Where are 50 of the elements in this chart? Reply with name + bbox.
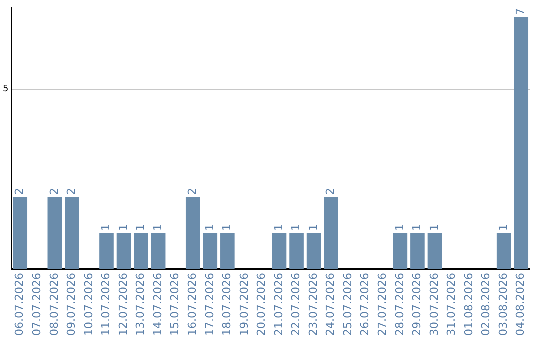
x-tick-label: 26.07.2026 [358, 273, 372, 336]
x-tick-label: 12.07.2026 [116, 273, 130, 336]
y-tick-label: 5 [2, 84, 9, 95]
x-tick-label: 16.07.2026 [186, 273, 199, 336]
x-tick-label: 21.07.2026 [272, 273, 286, 336]
data-label: 1 [134, 224, 148, 232]
x-tick-label: 11.07.2026 [100, 273, 113, 336]
data-label: 1 [393, 224, 406, 232]
x-tick-label: 18.07.2026 [220, 273, 234, 336]
x-tick-label: 19.07.2026 [238, 273, 251, 336]
x-tick-label: 20.07.2026 [255, 273, 268, 336]
data-label: 1 [203, 224, 216, 232]
x-tick-label: 03.08.2026 [496, 273, 510, 336]
data-label: 1 [496, 224, 510, 232]
data-label: 7 [514, 8, 528, 16]
data-label: 2 [13, 188, 26, 196]
data-label: 2 [48, 188, 61, 196]
x-tick-label: 23.07.2026 [306, 273, 320, 336]
data-label: 1 [100, 224, 113, 232]
data-label: 2 [324, 188, 338, 196]
x-tick-label: 31.07.2026 [445, 273, 458, 336]
x-tick-label: 28.07.2026 [393, 273, 406, 336]
data-label: 1 [116, 224, 130, 232]
data-label: 1 [290, 224, 303, 232]
x-tick-label: 15.07.2026 [168, 273, 182, 336]
data-label: 1 [220, 224, 234, 232]
x-tick-label: 13.07.2026 [134, 273, 148, 336]
x-tick-label: 06.07.2026 [13, 273, 26, 336]
data-label: 1 [306, 224, 320, 232]
x-tick-label: 25.07.2026 [341, 273, 354, 336]
x-tick-label: 24.07.2026 [324, 273, 338, 336]
x-tick-label: 04.08.2026 [514, 273, 528, 336]
x-tick-label: 09.07.2026 [65, 273, 78, 336]
x-tick-label: 02.08.2026 [480, 273, 493, 336]
data-label: 2 [65, 188, 78, 196]
x-tick-label: 22.07.2026 [290, 273, 303, 336]
data-label: 1 [428, 224, 441, 232]
x-tick-label: 01.08.2026 [462, 273, 476, 336]
x-tick-label: 17.07.2026 [203, 273, 216, 336]
x-tick-label: 27.07.2026 [376, 273, 390, 336]
data-label: 1 [151, 224, 164, 232]
x-tick-label: 14.07.2026 [151, 273, 164, 336]
x-tick-label: 10.07.2026 [82, 273, 96, 336]
x-tick-label: 29.07.2026 [410, 273, 424, 336]
data-label: 1 [272, 224, 286, 232]
x-tick-label: 07.07.2026 [30, 273, 44, 336]
x-tick-label: 08.07.2026 [48, 273, 61, 336]
data-label: 1 [410, 224, 424, 232]
data-label: 2 [186, 188, 199, 196]
x-tick-label: 30.07.2026 [428, 273, 441, 336]
